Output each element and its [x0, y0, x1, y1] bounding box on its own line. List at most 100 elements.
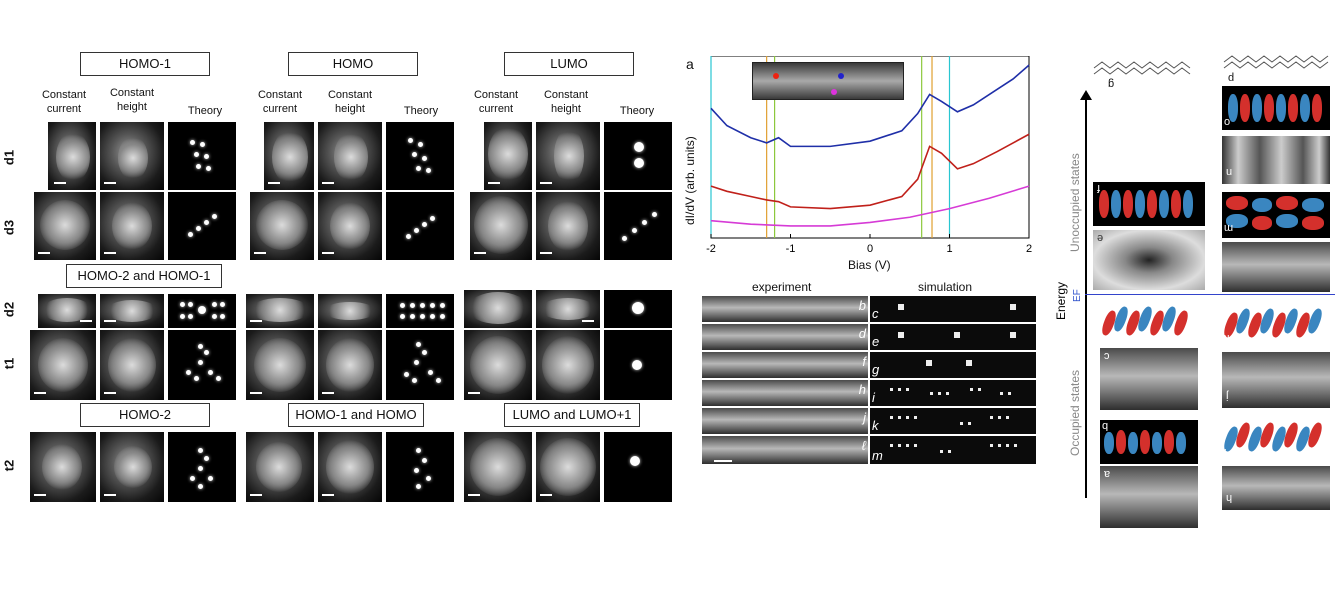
col-header-constant-height: Constant height [543, 89, 589, 115]
col-header-constant-height: Constant height [109, 87, 155, 113]
stm-image [48, 122, 96, 190]
row-label-d3: d3 [1, 219, 17, 236]
col-header-theory: Theory [187, 105, 223, 117]
strip-letter: f [862, 354, 866, 369]
row-label-d1: d1 [1, 149, 17, 166]
stm-image [318, 330, 382, 400]
row-label-t2: t2 [1, 459, 17, 472]
stm-image [246, 432, 314, 502]
panel-letter: c [1104, 350, 1110, 362]
panel-letter: o [1224, 116, 1231, 128]
strip-letter: b [858, 298, 866, 313]
stm-image [464, 432, 532, 502]
strip-letter: i [872, 390, 875, 405]
stm-image [484, 122, 532, 190]
strip-letter: j [863, 410, 866, 425]
experiment-strip: ℓ [702, 436, 868, 464]
stm-image [318, 294, 382, 328]
energy-label: Energy [1054, 281, 1068, 320]
spectra-chart: -2 -1 0 1 2 [706, 56, 1032, 255]
row-label-d2: d2 [1, 301, 17, 318]
theory-image [386, 122, 454, 190]
simulation-strip: c [870, 296, 1036, 322]
stm-image [34, 192, 96, 260]
strip-letter: k [872, 418, 879, 433]
blue-marker-icon [838, 73, 844, 79]
stm-image [100, 294, 164, 328]
theory-image [604, 290, 672, 328]
stm-image [30, 432, 96, 502]
theory-image [168, 122, 236, 190]
stm-image [264, 122, 314, 190]
stm-image [318, 122, 382, 190]
col-header-constant-current: Constant current [257, 89, 303, 115]
simulation-strip: m [870, 436, 1036, 464]
panel-letter-p: p [1228, 72, 1235, 84]
stm-image [536, 330, 600, 400]
strip-letter: h [858, 382, 866, 397]
row-label-t1: t1 [1, 357, 17, 370]
experiment-label: experiment [752, 280, 812, 294]
theory-image [604, 122, 672, 190]
stm-image [246, 294, 314, 328]
strip-letter: g [872, 362, 880, 377]
group-title-lumo-lumo1: LUMO and LUMO+1 [504, 403, 640, 427]
stm-image: h [1222, 466, 1330, 510]
theory-image [386, 192, 454, 260]
theory-image [168, 192, 236, 260]
panel-letter: b [1102, 420, 1109, 432]
panel-letter: a [1104, 468, 1111, 480]
theory-image [386, 432, 454, 502]
fermi-level-line [1085, 294, 1335, 295]
panel-letter: m [1224, 222, 1234, 234]
strip-letter: ℓ [861, 438, 866, 453]
group-title-homo-1: HOMO-1 [80, 52, 210, 76]
ef-label: EF [1072, 289, 1083, 302]
panel-letter: f [1097, 182, 1101, 194]
orbital-image: d [1100, 300, 1198, 344]
theory-image [168, 432, 236, 502]
experiment-strip: b [702, 296, 868, 322]
simulation-strip: e [870, 324, 1036, 350]
stm-image [536, 290, 600, 328]
experiment-strip: d [702, 324, 868, 350]
col-header-constant-height: Constant height [327, 89, 373, 115]
panel-letter: j [1226, 390, 1229, 402]
strip-letter: d [858, 326, 866, 341]
stm-image [100, 122, 164, 190]
experiment-strip: h [702, 380, 868, 406]
stm-image [1222, 242, 1330, 292]
stm-image [470, 192, 532, 260]
stm-image [38, 294, 96, 328]
stm-image: c [1100, 348, 1198, 410]
y-axis-label: dI/dV (arb. units) [683, 136, 697, 225]
group-title-homo2-homo1: HOMO-2 and HOMO-1 [66, 264, 222, 288]
col-header-constant-current: Constant current [473, 89, 519, 115]
theory-image [604, 432, 672, 502]
spectra-inset-image [752, 62, 904, 100]
series-line [710, 133, 1030, 210]
group-title-homo-2: HOMO-2 [80, 403, 210, 427]
simulation-strip: k [870, 408, 1036, 434]
col-header-constant-current: Constant current [41, 89, 87, 115]
theory-image [386, 294, 454, 328]
x-tick-label: 1 [946, 243, 952, 255]
orbital-image: i [1222, 412, 1330, 462]
red-marker-icon [773, 73, 779, 79]
panel-letter: h [1226, 492, 1233, 504]
theory-image [168, 294, 236, 328]
stm-image: a [1100, 466, 1198, 528]
stm-image [246, 330, 314, 400]
theory-image [604, 192, 672, 260]
orbital-image: k [1222, 302, 1330, 346]
stm-image [250, 192, 314, 260]
panel-letter: d [1102, 300, 1109, 312]
arrow-up-icon [1080, 90, 1092, 100]
occupied-states-label: Occupied states [1068, 369, 1082, 456]
group-title-homo: HOMO [288, 52, 418, 76]
molecule-structure-icon [1093, 61, 1191, 75]
unoccupied-states-label: Unoccupied states [1068, 153, 1082, 252]
strip-letter: e [872, 334, 880, 349]
group-title-homo1-homo: HOMO-1 and HOMO [288, 403, 424, 427]
theory-image [168, 330, 236, 400]
